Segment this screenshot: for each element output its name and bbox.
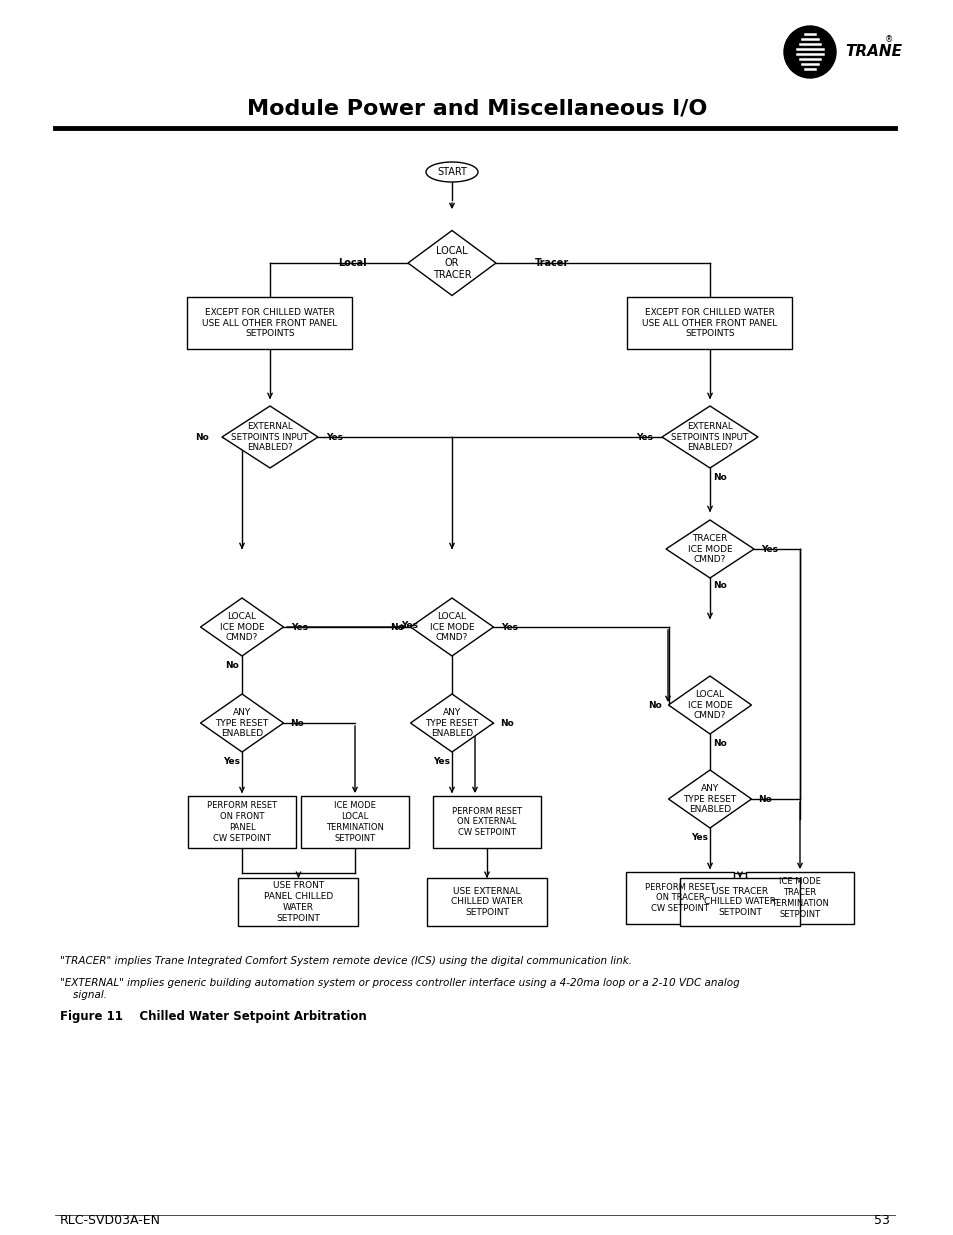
- Polygon shape: [410, 598, 493, 656]
- Text: ®: ®: [884, 36, 892, 44]
- Text: EXTERNAL
SETPOINTS INPUT
ENABLED?: EXTERNAL SETPOINTS INPUT ENABLED?: [671, 421, 748, 452]
- Text: EXTERNAL
SETPOINTS INPUT
ENABLED?: EXTERNAL SETPOINTS INPUT ENABLED?: [231, 421, 309, 452]
- Text: Yes: Yes: [223, 757, 240, 766]
- Text: PERFORM RESET
ON EXTERNAL
CW SETPOINT: PERFORM RESET ON EXTERNAL CW SETPOINT: [452, 806, 521, 837]
- Text: LOCAL
OR
TRACER: LOCAL OR TRACER: [433, 246, 471, 280]
- Polygon shape: [665, 520, 753, 578]
- Bar: [745, 872, 853, 924]
- Text: No: No: [758, 794, 771, 804]
- Bar: [188, 797, 295, 848]
- Text: EXCEPT FOR CHILLED WATER
USE ALL OTHER FRONT PANEL
SETPOINTS: EXCEPT FOR CHILLED WATER USE ALL OTHER F…: [641, 308, 777, 338]
- Bar: [625, 872, 733, 924]
- Bar: [433, 797, 540, 848]
- Text: Module Power and Miscellaneous I/O: Module Power and Miscellaneous I/O: [247, 98, 706, 119]
- Text: Yes: Yes: [760, 545, 778, 553]
- Polygon shape: [410, 694, 493, 752]
- Text: ANY
TYPE RESET
ENABLED: ANY TYPE RESET ENABLED: [425, 708, 478, 739]
- Text: PERFORM RESET
ON TRACER
CW SETPOINT: PERFORM RESET ON TRACER CW SETPOINT: [644, 883, 715, 913]
- Polygon shape: [200, 694, 283, 752]
- Polygon shape: [222, 406, 317, 468]
- Text: Yes: Yes: [691, 832, 708, 841]
- Polygon shape: [668, 769, 751, 827]
- Text: LOCAL
ICE MODE
CMND?: LOCAL ICE MODE CMND?: [429, 611, 474, 642]
- Text: Yes: Yes: [401, 620, 418, 630]
- Bar: [301, 797, 409, 848]
- Text: EXCEPT FOR CHILLED WATER
USE ALL OTHER FRONT PANEL
SETPOINTS: EXCEPT FOR CHILLED WATER USE ALL OTHER F…: [202, 308, 337, 338]
- Ellipse shape: [783, 26, 835, 78]
- Text: Yes: Yes: [501, 622, 518, 631]
- Text: Yes: Yes: [326, 432, 343, 441]
- Text: No: No: [647, 700, 661, 709]
- Text: TRACER
ICE MODE
CMND?: TRACER ICE MODE CMND?: [687, 534, 732, 564]
- Text: LOCAL
ICE MODE
CMND?: LOCAL ICE MODE CMND?: [687, 690, 732, 720]
- Text: USE EXTERNAL
CHILLED WATER
SETPOINT: USE EXTERNAL CHILLED WATER SETPOINT: [451, 887, 522, 918]
- Text: USE FRONT
PANEL CHILLED
WATER
SETPOINT: USE FRONT PANEL CHILLED WATER SETPOINT: [264, 882, 333, 923]
- Text: "EXTERNAL" implies generic building automation system or process controller inte: "EXTERNAL" implies generic building auto…: [60, 978, 739, 999]
- Text: 53: 53: [873, 1214, 889, 1226]
- Text: No: No: [195, 432, 209, 441]
- Text: USE TRACER
CHILLED WATER
SETPOINT: USE TRACER CHILLED WATER SETPOINT: [703, 887, 775, 918]
- Text: ICE MODE
TRACER
TERMINATION
SETPOINT: ICE MODE TRACER TERMINATION SETPOINT: [770, 877, 828, 919]
- Text: LOCAL
ICE MODE
CMND?: LOCAL ICE MODE CMND?: [219, 611, 264, 642]
- Text: TRANE: TRANE: [844, 44, 901, 59]
- Polygon shape: [668, 676, 751, 734]
- Bar: [627, 296, 792, 350]
- Text: No: No: [225, 661, 238, 669]
- Text: Yes: Yes: [433, 757, 450, 766]
- Text: Local: Local: [337, 258, 366, 268]
- Polygon shape: [200, 598, 283, 656]
- Text: ICE MODE
LOCAL
TERMINATION
SETPOINT: ICE MODE LOCAL TERMINATION SETPOINT: [326, 802, 383, 842]
- Text: RLC-SVD03A-EN: RLC-SVD03A-EN: [60, 1214, 161, 1226]
- Text: Tracer: Tracer: [535, 258, 569, 268]
- Text: START: START: [436, 167, 466, 177]
- Text: No: No: [713, 473, 726, 482]
- Bar: [427, 878, 546, 926]
- Text: No: No: [290, 719, 304, 727]
- Text: Figure 11    Chilled Water Setpoint Arbitration: Figure 11 Chilled Water Setpoint Arbitra…: [60, 1010, 366, 1023]
- Bar: [238, 878, 358, 926]
- Text: No: No: [713, 582, 726, 590]
- Polygon shape: [661, 406, 758, 468]
- Text: ANY
TYPE RESET
ENABLED: ANY TYPE RESET ENABLED: [682, 784, 736, 814]
- Text: No: No: [499, 719, 514, 727]
- Text: Yes: Yes: [636, 432, 653, 441]
- Bar: [188, 296, 352, 350]
- Text: "TRACER" implies Trane Integrated Comfort System remote device (ICS) using the d: "TRACER" implies Trane Integrated Comfor…: [60, 956, 631, 966]
- Text: ANY
TYPE RESET
ENABLED: ANY TYPE RESET ENABLED: [215, 708, 269, 739]
- Text: PERFORM RESET
ON FRONT
PANEL
CW SETPOINT: PERFORM RESET ON FRONT PANEL CW SETPOINT: [207, 802, 276, 842]
- Polygon shape: [408, 231, 496, 295]
- Text: No: No: [713, 739, 726, 747]
- Bar: [679, 878, 800, 926]
- Text: Yes: Yes: [292, 622, 308, 631]
- Ellipse shape: [426, 162, 477, 182]
- Text: No: No: [390, 622, 403, 631]
